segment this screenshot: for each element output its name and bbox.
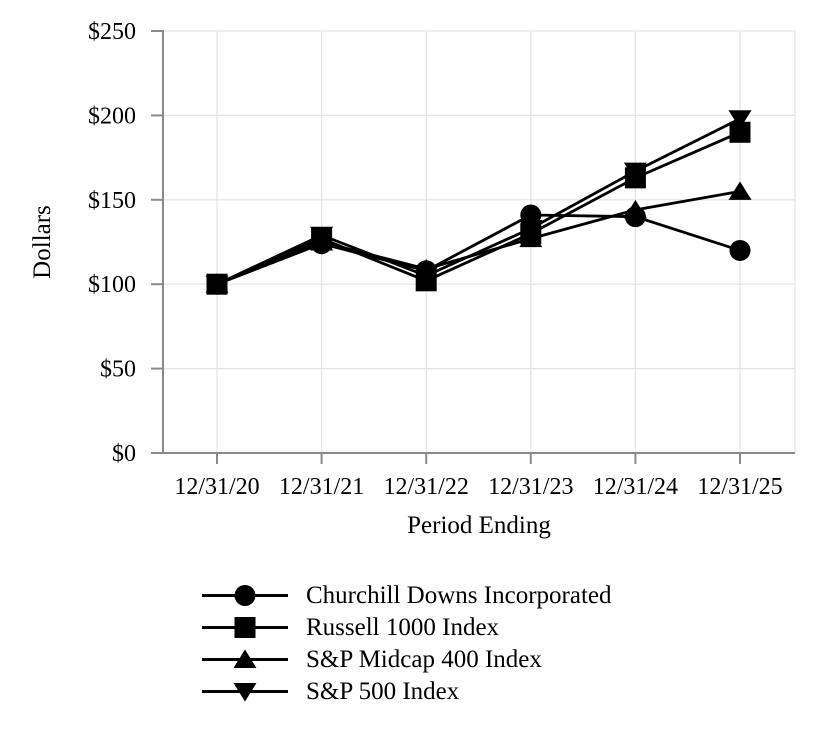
y-tick-label: $0 [112,441,136,467]
legend-marker [233,649,257,668]
data-point-churchill-downs-incorporated [729,239,751,261]
legend-item-russell-1000-index: Russell 1000 Index [202,614,611,641]
chart-legend: Churchill Downs Incorporated Russell 1000… [202,582,611,710]
series-line-s-p-500-index [216,117,741,286]
x-tick-label: 12/31/21 [279,474,364,500]
data-point-russell-1000-index [520,223,542,245]
y-tick-label: $100 [88,272,136,298]
series-line-s-p-midcap-400-index [216,189,741,286]
legend-label: Churchill Downs Incorporated [306,582,612,609]
legend-label: Russell 1000 Index [306,614,500,641]
data-point-s-p-500-index [728,110,752,129]
legend-item-s-p-midcap-400-index: S&P Midcap 400 Index [202,646,611,673]
data-point-russell-1000-index [624,167,646,189]
y-tick-label: $150 [88,188,136,214]
y-axis-title: Dollars [29,205,56,279]
data-point-russell-1000-index [311,228,333,250]
x-tick-label: 12/31/23 [488,474,573,500]
legend-item-churchill-downs-incorporated: Churchill Downs Incorporated [202,582,611,609]
legend-label: S&P 500 Index [306,678,460,705]
x-tick-label: 12/31/20 [174,474,259,500]
y-tick-label: $200 [88,103,136,129]
x-tick-label: 12/31/22 [384,474,469,500]
legend-marker [233,683,257,702]
legend-label: S&P Midcap 400 Index [306,646,542,673]
data-point-russell-1000-index [729,121,751,143]
y-tick-label: $50 [100,357,136,383]
x-tick-label: 12/31/25 [697,474,782,500]
circle-marker-icon [202,585,288,606]
legend-marker [234,617,256,638]
series-line-russell-1000-index [216,130,741,286]
data-point-russell-1000-index [415,270,437,292]
x-axis-title: Period Ending [407,512,551,539]
y-tick-label: $250 [88,19,136,45]
data-point-russell-1000-index [206,273,228,295]
data-point-churchill-downs-incorporated [520,204,542,226]
square-marker-icon [202,617,288,638]
legend-item-s-p-500-index: S&P 500 Index [202,678,611,705]
data-point-churchill-downs-incorporated [624,206,646,228]
x-tick-label: 12/31/24 [593,474,678,500]
stock-performance-chart: $0 $50 $100 $150 $200 $250 12/31/20 12/31/21 12/… [29,19,796,539]
triangle-down-marker-icon [202,683,288,702]
legend-marker [234,585,256,606]
data-point-s-p-midcap-400-index [728,181,752,200]
triangle-up-marker-icon [202,649,288,668]
